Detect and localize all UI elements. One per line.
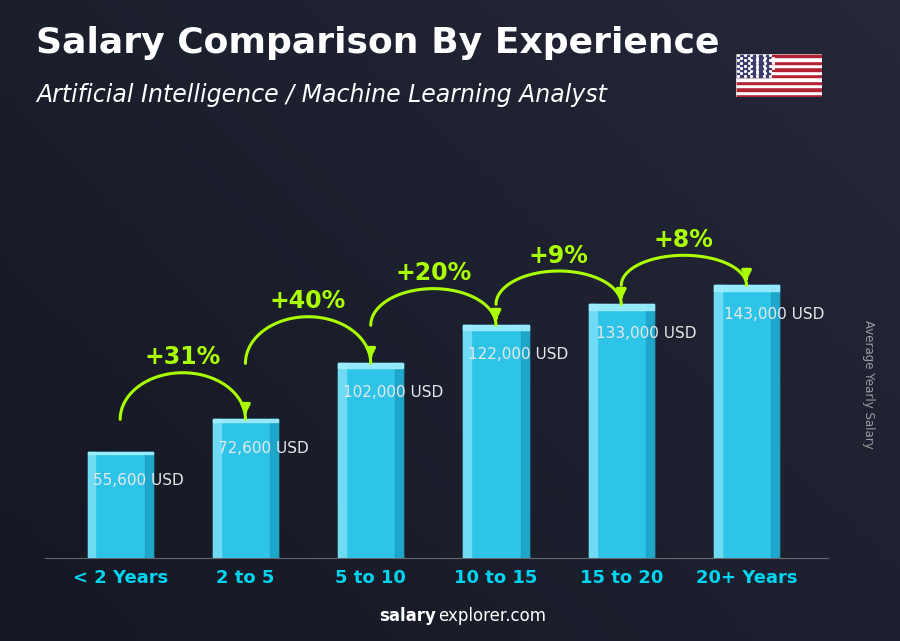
Bar <box>736 94 822 97</box>
Bar <box>213 419 278 422</box>
Bar <box>338 363 346 558</box>
Bar <box>145 452 153 558</box>
Bar <box>736 71 822 74</box>
Bar <box>771 285 779 558</box>
Text: 102,000 USD: 102,000 USD <box>343 385 444 400</box>
Bar <box>464 325 528 558</box>
Bar <box>714 285 779 291</box>
Bar <box>521 325 528 558</box>
Bar <box>464 325 472 558</box>
Text: +31%: +31% <box>145 345 220 369</box>
Text: 55,600 USD: 55,600 USD <box>93 474 184 488</box>
Bar <box>736 91 822 94</box>
Text: 133,000 USD: 133,000 USD <box>596 326 697 341</box>
Bar <box>736 54 770 78</box>
Bar <box>736 78 822 81</box>
Bar <box>213 419 220 558</box>
Bar <box>736 81 822 84</box>
Bar <box>646 304 654 558</box>
Text: Salary Comparison By Experience: Salary Comparison By Experience <box>36 26 719 60</box>
Text: 72,600 USD: 72,600 USD <box>218 441 309 456</box>
Bar <box>87 452 153 454</box>
Bar <box>736 87 822 91</box>
Bar <box>736 84 822 87</box>
Bar <box>338 363 403 368</box>
Bar <box>338 363 403 558</box>
Text: Average Yearly Salary: Average Yearly Salary <box>862 320 875 449</box>
Bar <box>736 74 822 78</box>
Bar <box>589 304 654 558</box>
Text: +40%: +40% <box>270 289 346 313</box>
Text: salary: salary <box>380 607 436 625</box>
Text: Artificial Intelligence / Machine Learning Analyst: Artificial Intelligence / Machine Learni… <box>36 83 607 107</box>
Bar <box>736 64 822 67</box>
Bar <box>87 452 153 558</box>
Bar <box>395 363 403 558</box>
Text: explorer.com: explorer.com <box>438 607 546 625</box>
Bar <box>270 419 278 558</box>
Bar <box>714 285 722 558</box>
Bar <box>589 304 654 310</box>
Text: +8%: +8% <box>654 228 714 252</box>
Bar <box>736 57 822 60</box>
Bar <box>714 285 779 558</box>
Bar <box>464 325 528 330</box>
Bar <box>736 54 822 57</box>
Bar <box>589 304 597 558</box>
Text: 143,000 USD: 143,000 USD <box>724 307 824 322</box>
Bar <box>213 419 278 558</box>
Bar <box>736 67 822 71</box>
Text: +9%: +9% <box>528 244 589 268</box>
Bar <box>87 452 95 558</box>
Text: +20%: +20% <box>395 262 472 285</box>
Text: 122,000 USD: 122,000 USD <box>468 347 569 362</box>
Bar <box>736 60 822 64</box>
